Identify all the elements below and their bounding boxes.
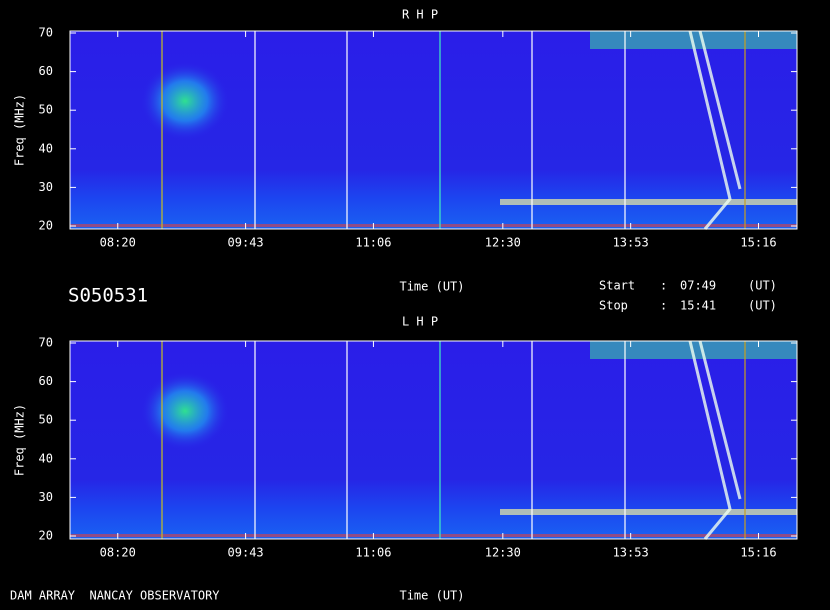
y-tick-label: 50 [39,413,53,427]
x-tick-label: 13:53 [613,546,649,560]
y-tick-label: 40 [39,451,53,465]
x-tick-label: 11:06 [355,236,391,250]
y-tick-label: 30 [39,490,53,504]
y-tick-label: 30 [39,180,53,194]
x-axis-label: Time (UT) [399,280,464,294]
chart-title: R H P [402,8,438,22]
start-time: 07:49 [680,279,716,293]
start-label: Start [599,279,635,293]
x-tick-label: 13:53 [613,236,649,250]
y-tick-label: 60 [39,374,53,388]
x-tick-label: 12:30 [485,236,521,250]
plot-frame [69,340,798,540]
burst-region [140,61,230,141]
low-band [500,199,797,205]
burst-streak [688,30,742,230]
x-tick-label: 08:20 [100,236,136,250]
y-tick-label: 40 [39,141,53,155]
low-band [500,509,797,515]
unit: (UT) [748,299,777,313]
burst-region [140,371,230,451]
x-tick-label: 08:20 [100,546,136,560]
header-title: S050531 [68,285,148,307]
low-band [70,224,797,227]
y-tick-label: 70 [39,336,53,350]
burst-streak [688,340,742,540]
separator: : [660,299,667,313]
plot-frame [69,30,798,230]
y-tick-label: 70 [39,26,53,40]
footer-text: DAM ARRAY NANCAY OBSERVATORY [10,589,220,603]
x-tick-label: 11:06 [355,546,391,560]
y-axis-label: Freq (MHz) [13,94,27,166]
x-tick-label: 12:30 [485,546,521,560]
stop-time: 15:41 [680,299,716,313]
separator: : [660,279,667,293]
y-tick-label: 20 [39,529,53,543]
x-axis-label: Time (UT) [399,589,464,603]
y-tick-label: 60 [39,64,53,78]
x-tick-label: 15:16 [740,546,776,560]
y-tick-label: 20 [39,219,53,233]
x-tick-label: 09:43 [228,546,264,560]
x-tick-label: 15:16 [740,236,776,250]
low-band [70,534,797,537]
y-axis-label: Freq (MHz) [13,404,27,476]
x-tick-label: 09:43 [228,236,264,250]
unit: (UT) [748,279,777,293]
chart-title: L H P [402,315,438,329]
y-tick-label: 50 [39,103,53,117]
stop-label: Stop [599,299,628,313]
